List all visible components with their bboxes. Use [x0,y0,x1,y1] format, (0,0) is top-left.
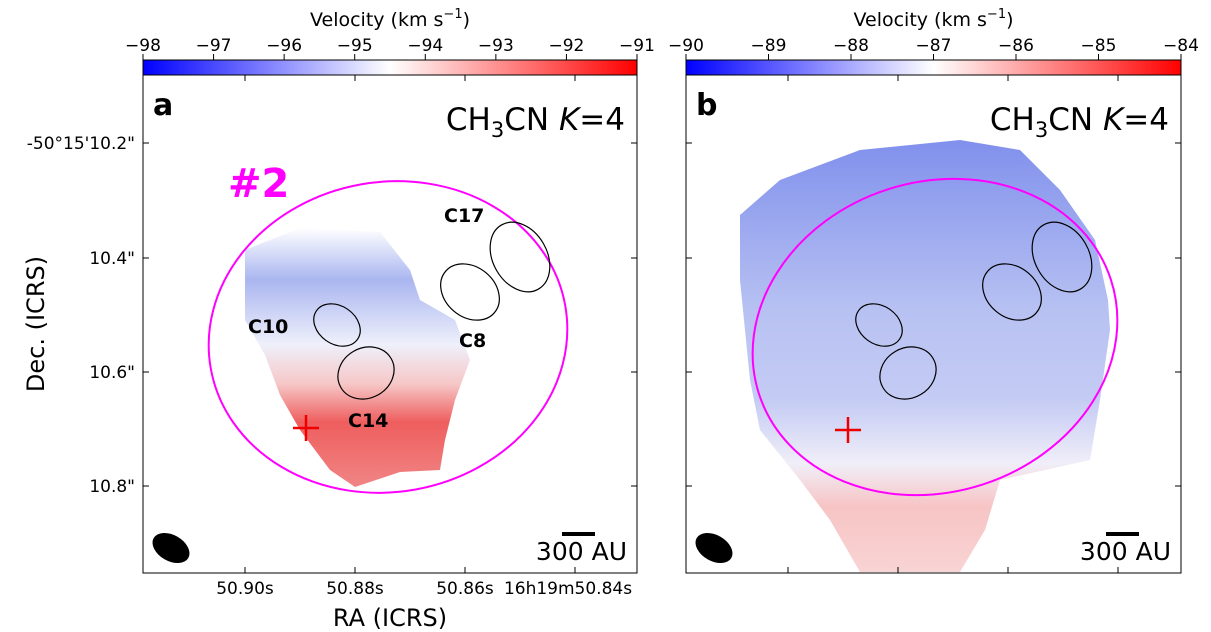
core-ellipse [879,346,937,400]
colorbar-label-text: ) [463,9,470,31]
line-label-part: CN [504,102,559,138]
colorbar-label: Velocity (km s−1) [853,7,1013,31]
beam [695,532,733,564]
core-ellipse [982,263,1042,321]
colorbar-tick-label: −88 [833,36,869,56]
source-label: C14 [348,410,388,432]
y-tick-label: 10.4" [89,249,135,269]
panel-letter: a [153,88,173,123]
y-tick-label: 10.6" [89,363,135,383]
line-label-italic: K [1103,102,1126,138]
x-tick-label: 16h19m50.84s [504,579,632,599]
colorbar-tick-label: −90 [668,36,704,56]
line-label-part: CN [1048,102,1103,138]
colorbar-tick-label: −98 [125,36,161,56]
colorbar-label-text: Velocity (km s [310,9,443,31]
colorbar-tick-label: −91 [619,36,655,56]
beam [152,532,190,564]
x-tick-label: 50.90s [216,579,274,599]
colorbar-tick-label: −87 [916,36,952,56]
colorbar-tick-label: −96 [266,36,302,56]
core-ellipse [489,221,551,293]
colorbar-label: Velocity (km s−1) [310,7,470,31]
colorbar-tick-label: −89 [751,36,787,56]
scale-bar-label: 300 AU [536,537,627,566]
colorbar-label-sup: −1 [987,7,1006,22]
source-label: C17 [444,205,484,227]
colorbar-tick-label: −94 [407,36,443,56]
core-ellipse [337,346,395,400]
panel-letter: b [696,88,717,123]
line-label-part: CH [446,102,491,138]
region-ellipse [751,177,1119,497]
region-label: #2 [228,161,289,207]
line-label: CH3CN K=4 [990,102,1169,142]
core-ellipse [1031,221,1093,293]
colorbar-label-text: ) [1006,9,1013,31]
y-axis-label: Dec. (ICRS) [22,256,50,392]
line-label-italic: K [559,102,582,138]
source-label: C10 [248,316,288,338]
core-ellipse [313,303,361,347]
core-ellipse [440,263,500,321]
velocity-map [740,140,1110,572]
panel-frame [142,74,638,574]
colorbar-tick-label: −93 [478,36,514,56]
line-label-part: CH [990,102,1035,138]
velocity-map [245,228,470,487]
x-axis-label: RA (ICRS) [333,604,447,632]
region-ellipse [207,180,569,494]
marker-cross [835,417,861,443]
y-tick-label: 10.8" [89,477,135,497]
colorbar-tick-label: −85 [1081,36,1117,56]
scale-bar-label: 300 AU [1080,537,1171,566]
y-tick-label: -50°15'10.2" [27,134,135,154]
x-tick-label: 50.86s [436,579,494,599]
line-label-sub: 3 [491,118,504,142]
panel-frame [685,74,1182,574]
colorbar-tick-label: −92 [548,36,584,56]
colorbar-tick-label: −97 [196,36,232,56]
line-label: CH3CN K=4 [446,102,625,142]
line-label-part: =4 [1123,102,1169,138]
marker-cross [293,415,319,441]
colorbar-label-text: Velocity (km s [853,9,986,31]
line-label-sub: 3 [1035,118,1048,142]
line-label-part: =4 [579,102,625,138]
colorbar [685,59,1182,76]
colorbar-tick-label: −84 [1163,36,1199,56]
colorbar [142,59,638,76]
colorbar-tick-label: −95 [337,36,373,56]
colorbar-label-sup: −1 [443,7,462,22]
colorbar-tick-label: −86 [998,36,1034,56]
core-ellipse [855,303,903,347]
source-label: C8 [459,330,486,352]
x-tick-label: 50.88s [326,579,384,599]
